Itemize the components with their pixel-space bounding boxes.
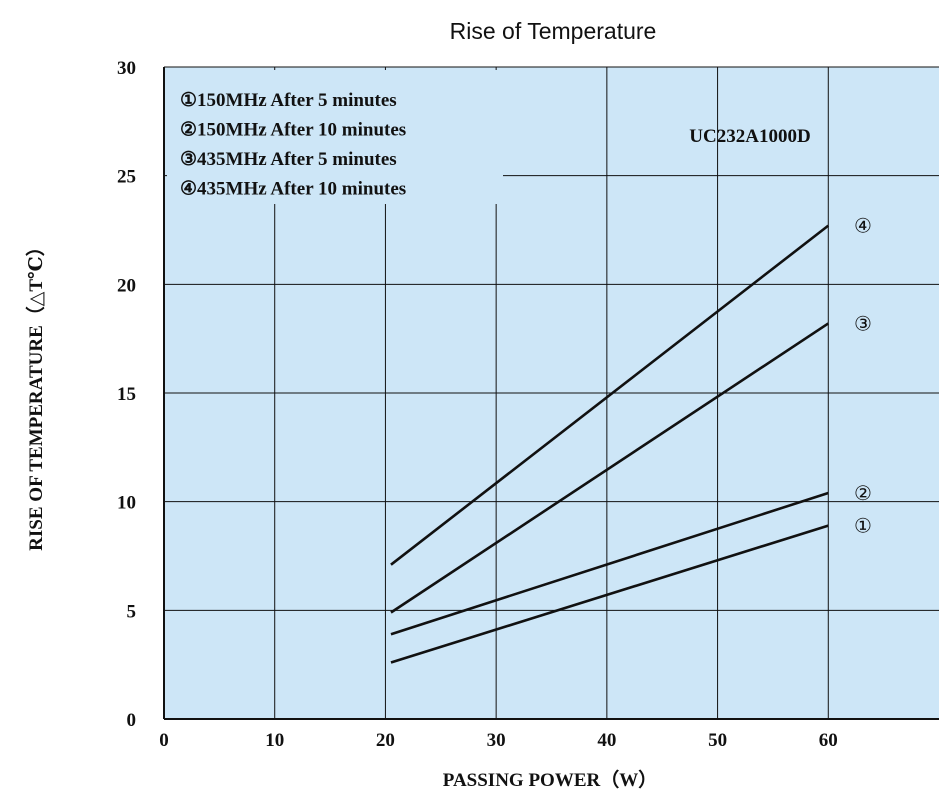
legend-item-2: ②150MHz After 10 minutes — [180, 120, 406, 141]
series-markers: ① ② ③ ④ — [854, 214, 872, 538]
legend-item-1: ①150MHz After 5 minutes — [180, 90, 397, 111]
legend-item-3: ③435MHz After 5 minutes — [180, 149, 397, 170]
series-marker-3: ③ — [854, 311, 872, 335]
x-tick-label: 50 — [708, 730, 727, 751]
legend-item-4: ④435MHz After 10 minutes — [180, 179, 406, 200]
series-marker-4: ④ — [854, 214, 872, 238]
series-marker-2: ② — [854, 481, 872, 505]
x-tick-label: 0 — [159, 730, 169, 751]
y-tick-label: 5 — [127, 601, 137, 622]
y-tick-label: 30 — [117, 58, 136, 79]
axes — [163, 67, 939, 720]
y-axis-label: RISE OF TEMPERATURE（△T℃） — [24, 237, 47, 551]
x-tick-label: 60 — [819, 730, 838, 751]
tick-labels: 0 10 20 30 40 50 60 0 5 10 15 20 25 30 — [117, 58, 838, 751]
legend: ①150MHz After 5 minutes ②150MHz After 10 … — [167, 70, 503, 204]
y-tick-label: 15 — [117, 384, 136, 405]
x-tick-label: 20 — [376, 730, 395, 751]
y-tick-label: 0 — [127, 710, 137, 731]
model-annotation: UC232A1000D — [689, 126, 810, 147]
series-line-2 — [390, 491, 829, 636]
x-tick-label: 30 — [487, 730, 506, 751]
legend-box — [167, 70, 503, 204]
series-marker-1: ① — [854, 514, 872, 538]
series-line-1 — [390, 524, 829, 664]
chart-title: Rise of Temperature — [450, 18, 657, 44]
series-line-4 — [390, 224, 830, 566]
y-tick-label: 10 — [117, 493, 136, 514]
y-tick-label: 25 — [117, 167, 136, 188]
x-axis-label: PASSING POWER（W） — [443, 768, 657, 791]
x-tick-label: 40 — [597, 730, 616, 751]
series-line-3 — [390, 322, 830, 614]
y-tick-label: 20 — [117, 275, 136, 296]
series-lines — [390, 224, 830, 664]
x-tick-label: 10 — [265, 730, 284, 751]
